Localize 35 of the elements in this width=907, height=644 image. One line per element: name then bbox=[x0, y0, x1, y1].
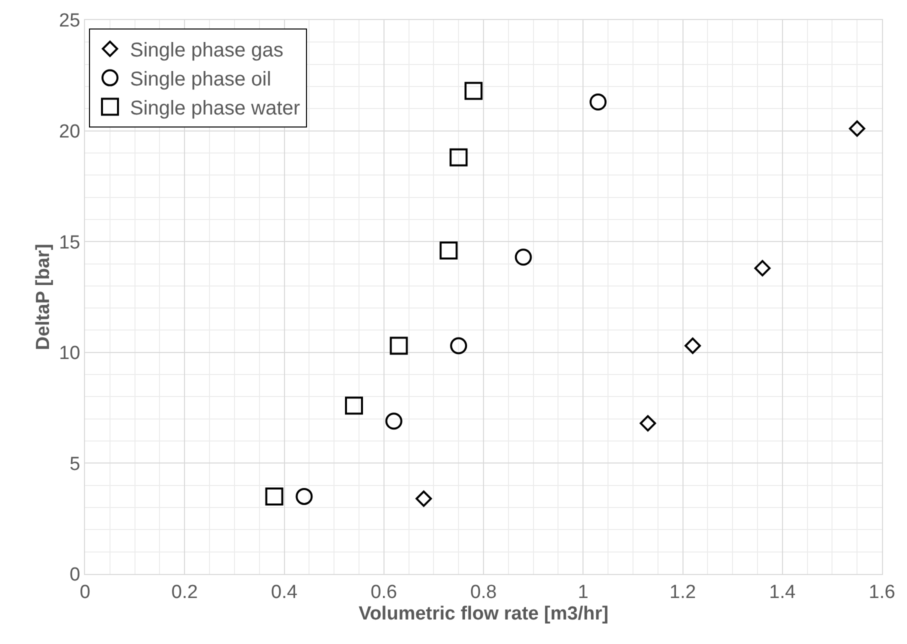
x-tick-label: 0.2 bbox=[171, 582, 198, 603]
point bbox=[390, 336, 408, 355]
x-tick-label: 0.8 bbox=[470, 582, 497, 603]
point bbox=[296, 488, 313, 505]
y-tick-label: 25 bbox=[59, 10, 80, 32]
legend-label: Single phase water bbox=[130, 98, 300, 120]
point bbox=[450, 337, 468, 354]
point bbox=[590, 93, 607, 110]
x-tick-label: 1.2 bbox=[670, 582, 696, 603]
point bbox=[754, 260, 771, 276]
y-tick-label: 10 bbox=[59, 343, 80, 364]
x-axis-title: Volumetric flow rate [m3/hr] bbox=[358, 604, 608, 625]
y-axis-title: DeltaP [bar] bbox=[32, 244, 54, 350]
point bbox=[640, 415, 656, 432]
point bbox=[464, 82, 483, 100]
point bbox=[450, 148, 468, 166]
y-tick-label: 15 bbox=[59, 232, 80, 254]
legend-label: Single phase oil bbox=[130, 68, 272, 91]
y-tick-label: 0 bbox=[70, 564, 80, 586]
x-tick-label: 0.6 bbox=[370, 582, 398, 603]
point bbox=[684, 338, 701, 354]
point bbox=[416, 490, 432, 507]
x-tick-label: 1.6 bbox=[868, 582, 896, 603]
x-tick-label: 1.4 bbox=[769, 582, 796, 603]
point bbox=[265, 487, 284, 506]
point bbox=[344, 396, 363, 415]
point bbox=[440, 241, 458, 260]
y-tick-label: 20 bbox=[59, 121, 80, 142]
point bbox=[514, 248, 532, 266]
point bbox=[385, 412, 402, 430]
x-tick-label: 1 bbox=[578, 582, 588, 603]
legend-label: Single phase gas bbox=[130, 40, 284, 62]
point bbox=[848, 120, 866, 137]
y-tick-label: 5 bbox=[70, 454, 80, 475]
x-tick-label: 0.4 bbox=[271, 582, 298, 603]
